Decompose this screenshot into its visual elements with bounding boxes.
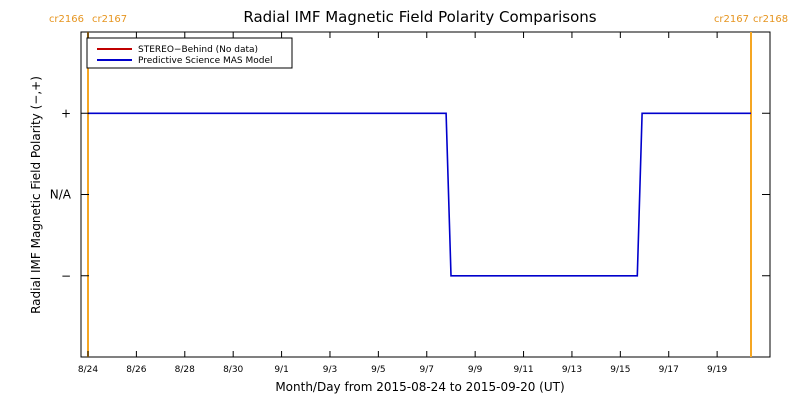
series-line [88,112,751,277]
series-lines [88,112,751,277]
x-tick-label: 9/3 [323,365,337,375]
legend-label: Predictive Science MAS Model [138,56,273,66]
y-tick-label: N/A [50,188,72,202]
x-tick-label: 8/26 [126,365,146,375]
x-tick-label: 9/17 [659,365,679,375]
legend: STEREO−Behind (No data)Predictive Scienc… [86,37,293,69]
carrington-label: cr2167 [92,14,127,25]
legend-box [86,37,293,69]
x-tick-label: 9/9 [468,365,483,375]
x-axis-ticks: 8/24 8/26 8/28 8/30 9/1 9/3 9/5 9/7 9/9 9/11 9/13 9… [78,32,727,375]
y-axis-ticks: + N/A − [50,106,770,283]
x-tick-label: 9/7 [420,365,434,375]
x-tick-label: 9/5 [371,365,385,375]
x-tick-label: 8/30 [223,365,243,375]
legend-label: STEREO−Behind (No data) [138,45,258,55]
x-tick-label: 9/19 [707,365,727,375]
x-tick-label: 8/24 [78,365,98,375]
chart-title: Radial IMF Magnetic Field Polarity Compa… [243,8,596,26]
y-tick-label: + [61,106,71,120]
carrington-label: cr2167 [714,14,749,25]
plot-frame [80,31,771,358]
x-tick-label: 9/15 [610,365,630,375]
y-tick-label: − [61,269,71,283]
carrington-label: cr2168 [753,14,788,25]
x-tick-label: 9/11 [513,365,533,375]
x-tick-label: 8/28 [175,365,195,375]
x-axis-label: Month/Day from 2015-08-24 to 2015-09-20 … [275,380,564,394]
x-tick-label: 9/1 [274,365,288,375]
carrington-label: cr2166 [49,14,84,25]
x-tick-label: 9/13 [562,365,582,375]
y-axis-label: Radial IMF Magnetic Field Polarity (−,+) [29,76,43,314]
